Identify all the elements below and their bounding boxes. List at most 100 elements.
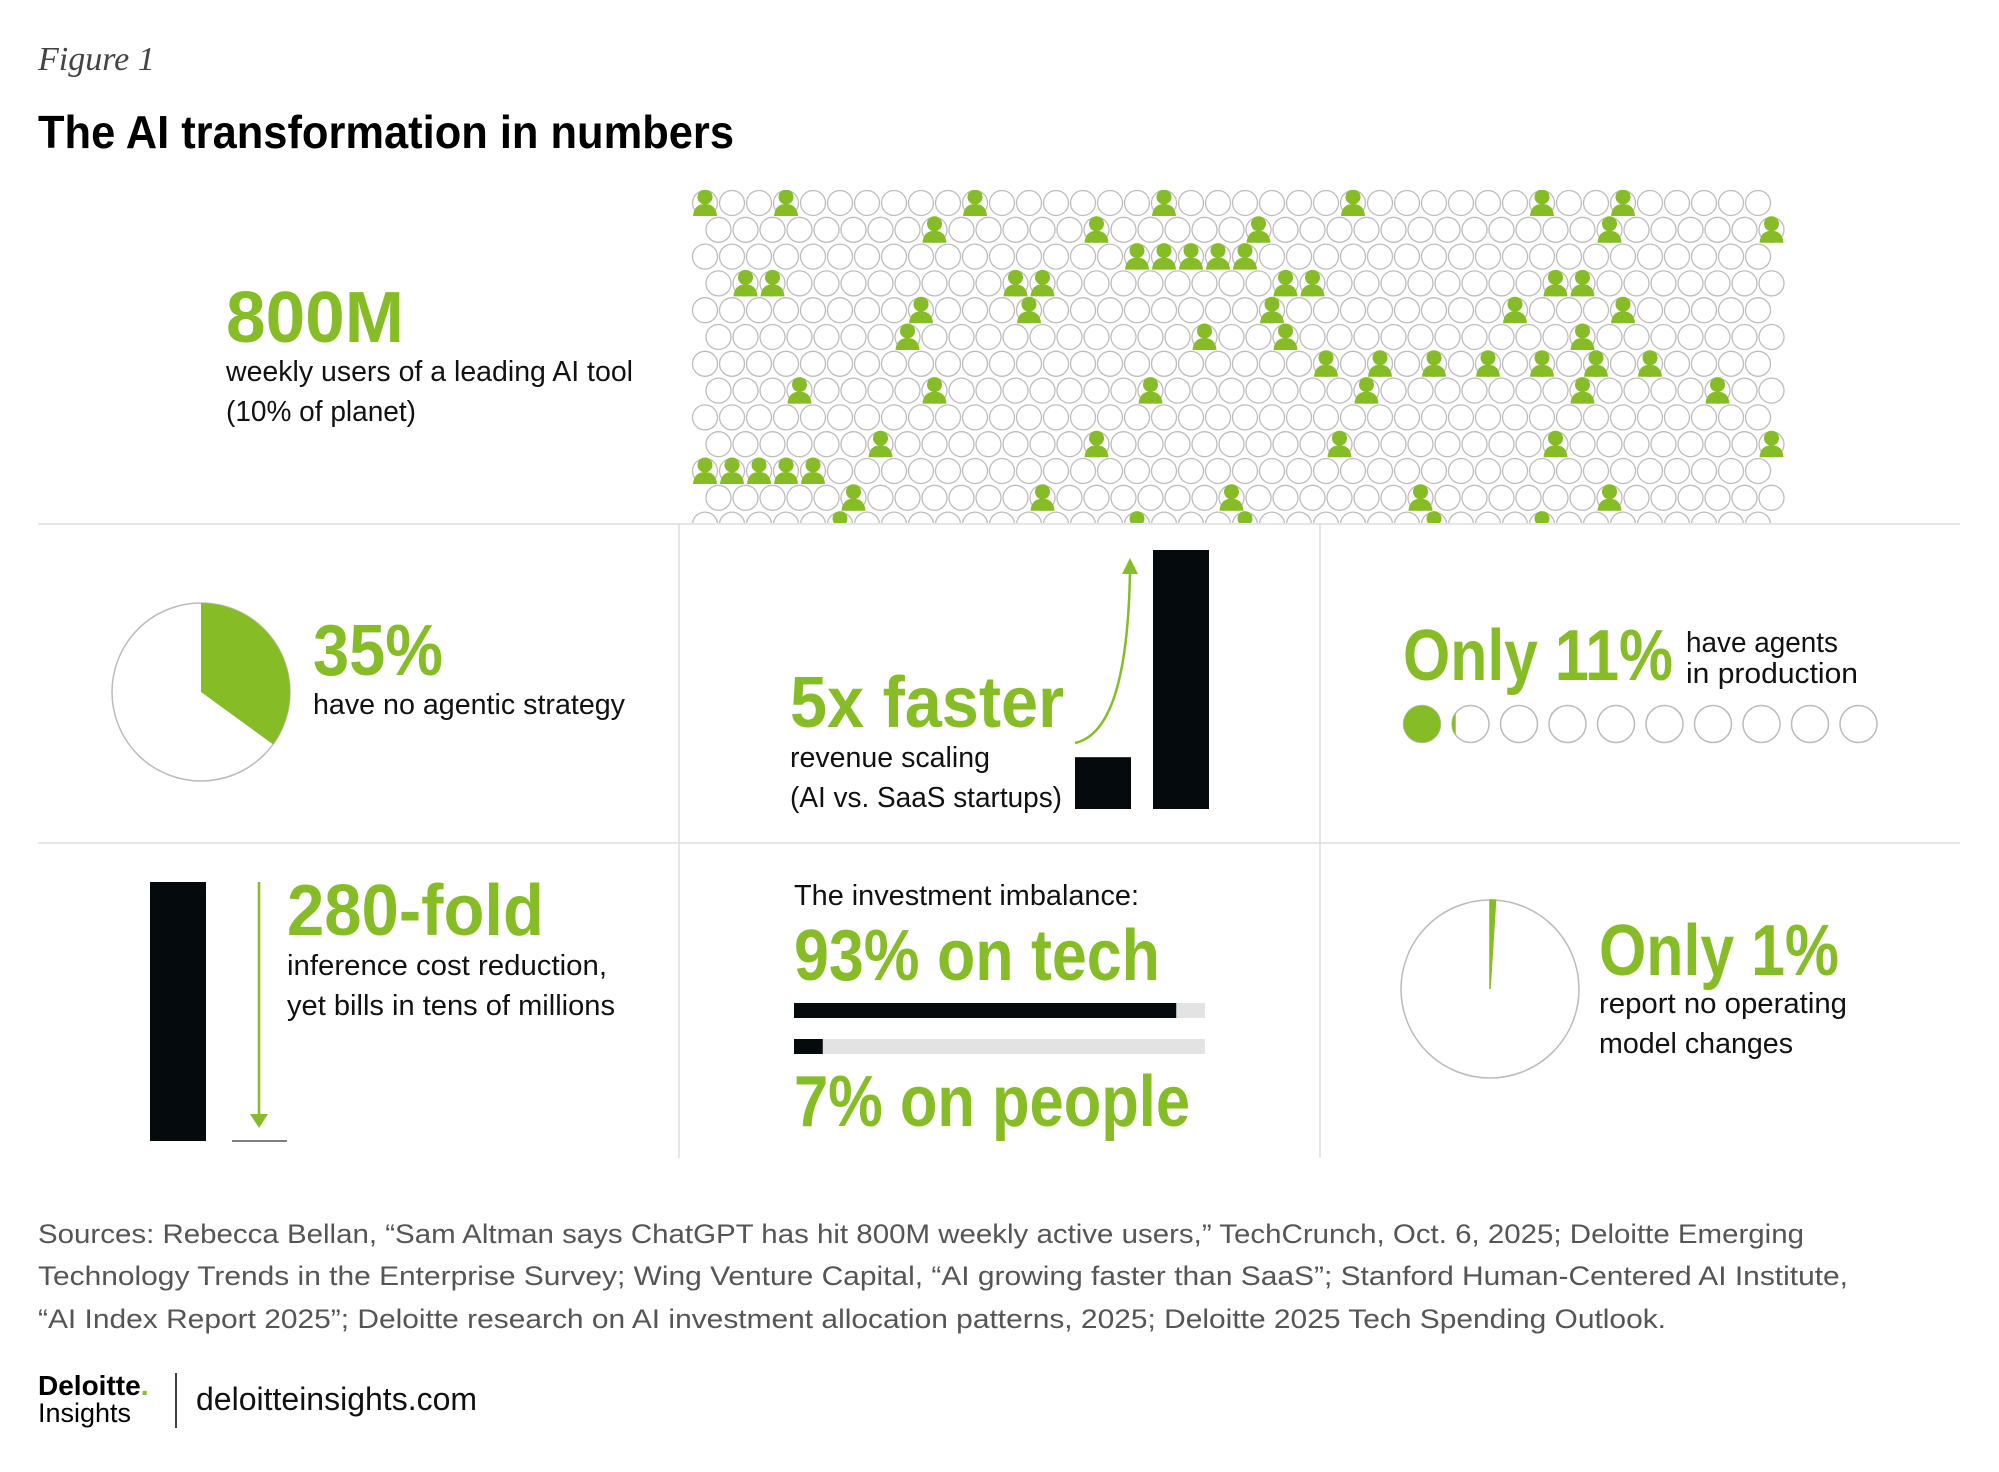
grid-circle [1339,297,1367,324]
stat-text: (10% of planet) [226,396,416,428]
grid-circle [1083,323,1110,351]
grid-circle [880,243,908,270]
grid-circle [1758,270,1785,297]
grid-circle [1623,431,1650,458]
grid-circle [1353,270,1380,297]
sources: Technology Trends in the Enterprise Surv… [38,1261,1848,1291]
person-head [1183,243,1199,259]
grid-circle [772,243,800,270]
grid-circle [1015,190,1043,217]
grid-circle [718,190,746,217]
grid-circle [988,190,1016,217]
grid-circle [1002,216,1029,243]
grid-circle [705,270,732,297]
grid-circle [1069,457,1097,485]
headline: Only 1% [1599,911,1839,991]
brand: Deloitte. [38,1370,148,1401]
grid-circle [1488,431,1515,458]
grid-circle [786,216,813,243]
person-head [805,457,821,473]
person-head [1318,350,1334,366]
person-body [1638,364,1662,377]
grid-circle [1231,457,1259,485]
grid-circle [1636,243,1664,270]
grid-circle [934,457,962,485]
grid-circle [1326,484,1353,511]
grid-circle [745,190,773,217]
grid-circle [1353,323,1380,351]
grid-circle [1177,350,1205,377]
grid-circle [1447,297,1475,324]
grid-circle [1636,404,1664,431]
dot-outline [1693,704,1733,744]
grid-circle [1150,511,1178,523]
tall-bar [1153,550,1209,809]
person-head [927,216,942,232]
person-body [1246,230,1271,243]
person-body [1138,391,1163,404]
person-body [733,284,758,297]
grid-circle [1609,511,1637,523]
person-head [1534,350,1550,366]
grid-circle [1137,323,1164,351]
grid-circle [1204,457,1232,485]
grid-circle [691,297,719,324]
person-body [1422,364,1446,377]
person-body [963,204,987,216]
grid-circle [975,323,1002,351]
grid-circle [732,377,759,404]
grid-circle [988,243,1016,270]
grid-circle [948,323,975,351]
person-body [1084,230,1109,243]
dot-outline [1742,704,1781,744]
grid-circle [1582,511,1610,523]
grid-circle [1339,243,1367,270]
grid-circle [772,404,800,431]
person-body [1611,311,1635,324]
arrow-head [250,1114,268,1128]
grid-circle [853,190,881,217]
grid-circle [1312,243,1340,270]
grid-circle [1596,377,1623,404]
grid-circle [1366,511,1394,523]
grid-circle [1677,431,1704,458]
grid-circle [691,404,719,431]
grid-circle [732,323,759,351]
grid-circle [1069,190,1097,217]
grid-circle [1501,350,1529,377]
grid-circle [1650,484,1677,511]
grid-circle [1555,243,1583,270]
person-head [1156,190,1172,205]
grid-circle [1204,297,1232,324]
grid-circle [1717,350,1745,377]
person-body [1152,204,1176,216]
dot-row [1402,704,1878,744]
stat-text: The investment imbalance: [794,880,1139,912]
grid-circle [948,484,975,511]
person-head [1359,377,1374,393]
person-head [1224,484,1239,500]
person-body [1327,445,1352,458]
person-body [1341,204,1365,216]
grid-circle [1056,431,1083,458]
grid-circle [975,377,1002,404]
person-head [900,323,915,339]
grid-circle [1636,511,1664,523]
grid-circle [961,404,989,431]
grid-circle [934,404,962,431]
person-head [778,457,794,473]
grid-circle [1218,431,1245,458]
person-body [1543,284,1568,297]
grid-circle [786,323,813,351]
url: deloitteinsights.com [196,1381,477,1417]
grid-circle [786,484,813,511]
grid-circle [1677,216,1704,243]
short-bar [1075,757,1131,809]
grid-circle [1528,404,1556,431]
grid-circle [1285,350,1313,377]
grid-circle [772,297,800,324]
grid-circle [1056,377,1083,404]
grid-circle [988,404,1016,431]
grid-circle [1569,431,1596,458]
grid-circle [1420,243,1448,270]
